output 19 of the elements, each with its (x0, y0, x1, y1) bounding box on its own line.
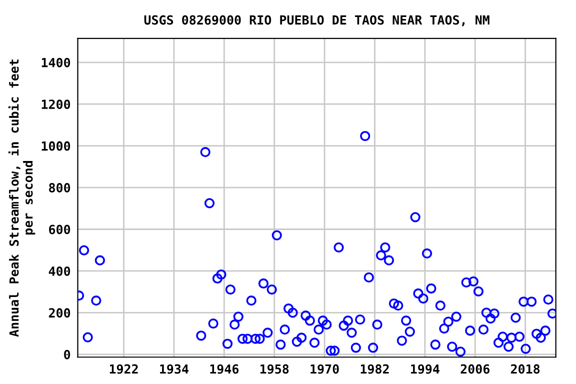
y-tick-label: 1000 (42, 141, 70, 151)
x-tick-label: 1970 (310, 364, 339, 374)
x-tick-label: 1922 (110, 364, 138, 374)
y-axis-title: Annual Peak Streamflow, in cubic feet per second (8, 60, 36, 337)
x-tick-label: 1958 (260, 364, 289, 374)
x-tick-label: 1982 (360, 364, 389, 374)
x-tick-label: 1994 (411, 364, 440, 374)
y-tick-label: 600 (49, 224, 70, 234)
x-tick-label: 1934 (160, 364, 188, 374)
y-tick-label: 800 (49, 183, 70, 192)
y-tick-label: 0 (64, 350, 70, 360)
x-tick-label: 1946 (210, 364, 239, 374)
y-tick-label: 1200 (42, 100, 70, 110)
y-tick-label: 400 (48, 266, 70, 276)
y-tick-label: 200 (48, 308, 70, 318)
y-tick-label: 1400 (42, 58, 70, 68)
chart-title: USGS 08269000 RIO PUEBLO DE TAOS NEAR TAOS, NM (144, 15, 490, 26)
x-tick-label: 2018 (510, 364, 540, 374)
x-tick-label: 2006 (460, 364, 490, 374)
